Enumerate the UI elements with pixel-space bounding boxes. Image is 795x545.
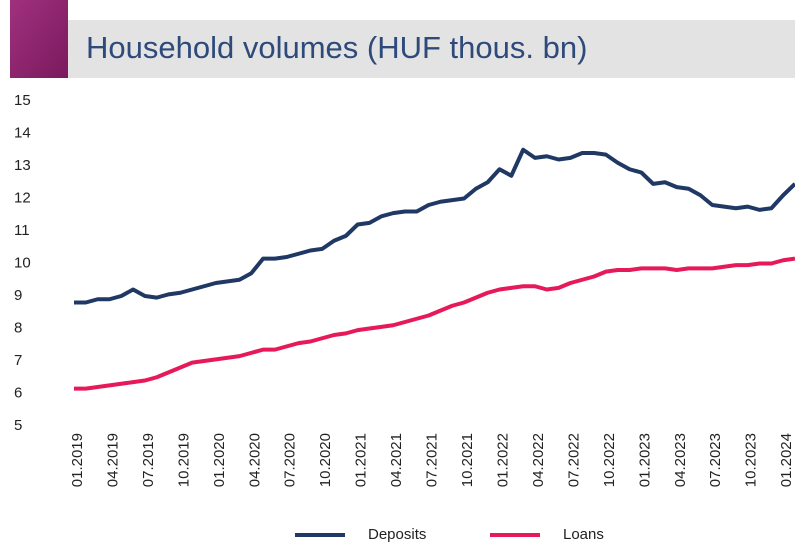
x-tick-label: 01.2023 <box>636 433 653 487</box>
x-tick-label: 01.2021 <box>353 433 370 487</box>
legend-label: Loans <box>563 526 604 543</box>
x-tick-label: 04.2021 <box>388 433 405 487</box>
y-tick-label: 11 <box>14 222 30 239</box>
x-tick-label: 04.2023 <box>672 433 689 487</box>
chart-title: Household volumes (HUF thous. bn) <box>86 30 587 65</box>
y-tick-label: 12 <box>14 189 31 206</box>
line-series <box>74 256 795 391</box>
legend-label: Deposits <box>368 526 426 543</box>
x-tick-label: 10.2019 <box>175 433 192 487</box>
title-band <box>68 20 795 78</box>
y-tick-label: 9 <box>14 287 22 304</box>
y-tick-label: 15 <box>14 92 31 109</box>
x-tick-label: 04.2022 <box>530 433 547 487</box>
y-tick-label: 14 <box>14 124 31 141</box>
x-tick-label: 07.2020 <box>282 433 299 487</box>
x-tick-label: 07.2023 <box>707 433 724 487</box>
x-tick-label: 10.2022 <box>601 433 618 487</box>
x-tick-label: 01.2024 <box>778 433 795 487</box>
x-tick-label: 04.2020 <box>246 433 263 487</box>
y-tick-label: 6 <box>14 384 22 401</box>
line-series <box>74 147 795 305</box>
y-tick-label: 7 <box>14 352 22 369</box>
x-tick-label: 07.2021 <box>424 433 441 487</box>
x-tick-label: 01.2020 <box>211 433 228 487</box>
y-tick-label: 8 <box>14 319 22 336</box>
y-tick-label: 5 <box>14 417 22 434</box>
title-accent <box>10 0 68 78</box>
x-tick-label: 01.2022 <box>494 433 511 487</box>
x-tick-label: 10.2021 <box>459 433 476 487</box>
x-tick-label: 07.2019 <box>140 433 157 487</box>
x-tick-label: 10.2023 <box>743 433 760 487</box>
x-tick-label: 07.2022 <box>565 433 582 487</box>
x-tick-label: 04.2019 <box>104 433 121 487</box>
x-tick-label: 10.2020 <box>317 433 334 487</box>
y-tick-label: 10 <box>14 254 31 271</box>
x-tick-label: 01.2019 <box>69 433 86 487</box>
y-tick-label: 13 <box>14 157 31 174</box>
